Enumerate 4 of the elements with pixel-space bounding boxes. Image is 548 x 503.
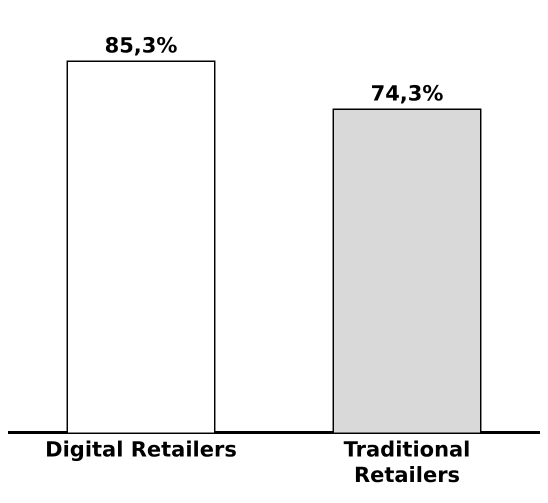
data-label: 85,3%: [104, 33, 178, 58]
x-tick-label: Digital Retailers: [45, 438, 237, 462]
x-tick-label: Traditional Retailers: [344, 438, 470, 487]
data-label: 74,3%: [370, 81, 444, 106]
